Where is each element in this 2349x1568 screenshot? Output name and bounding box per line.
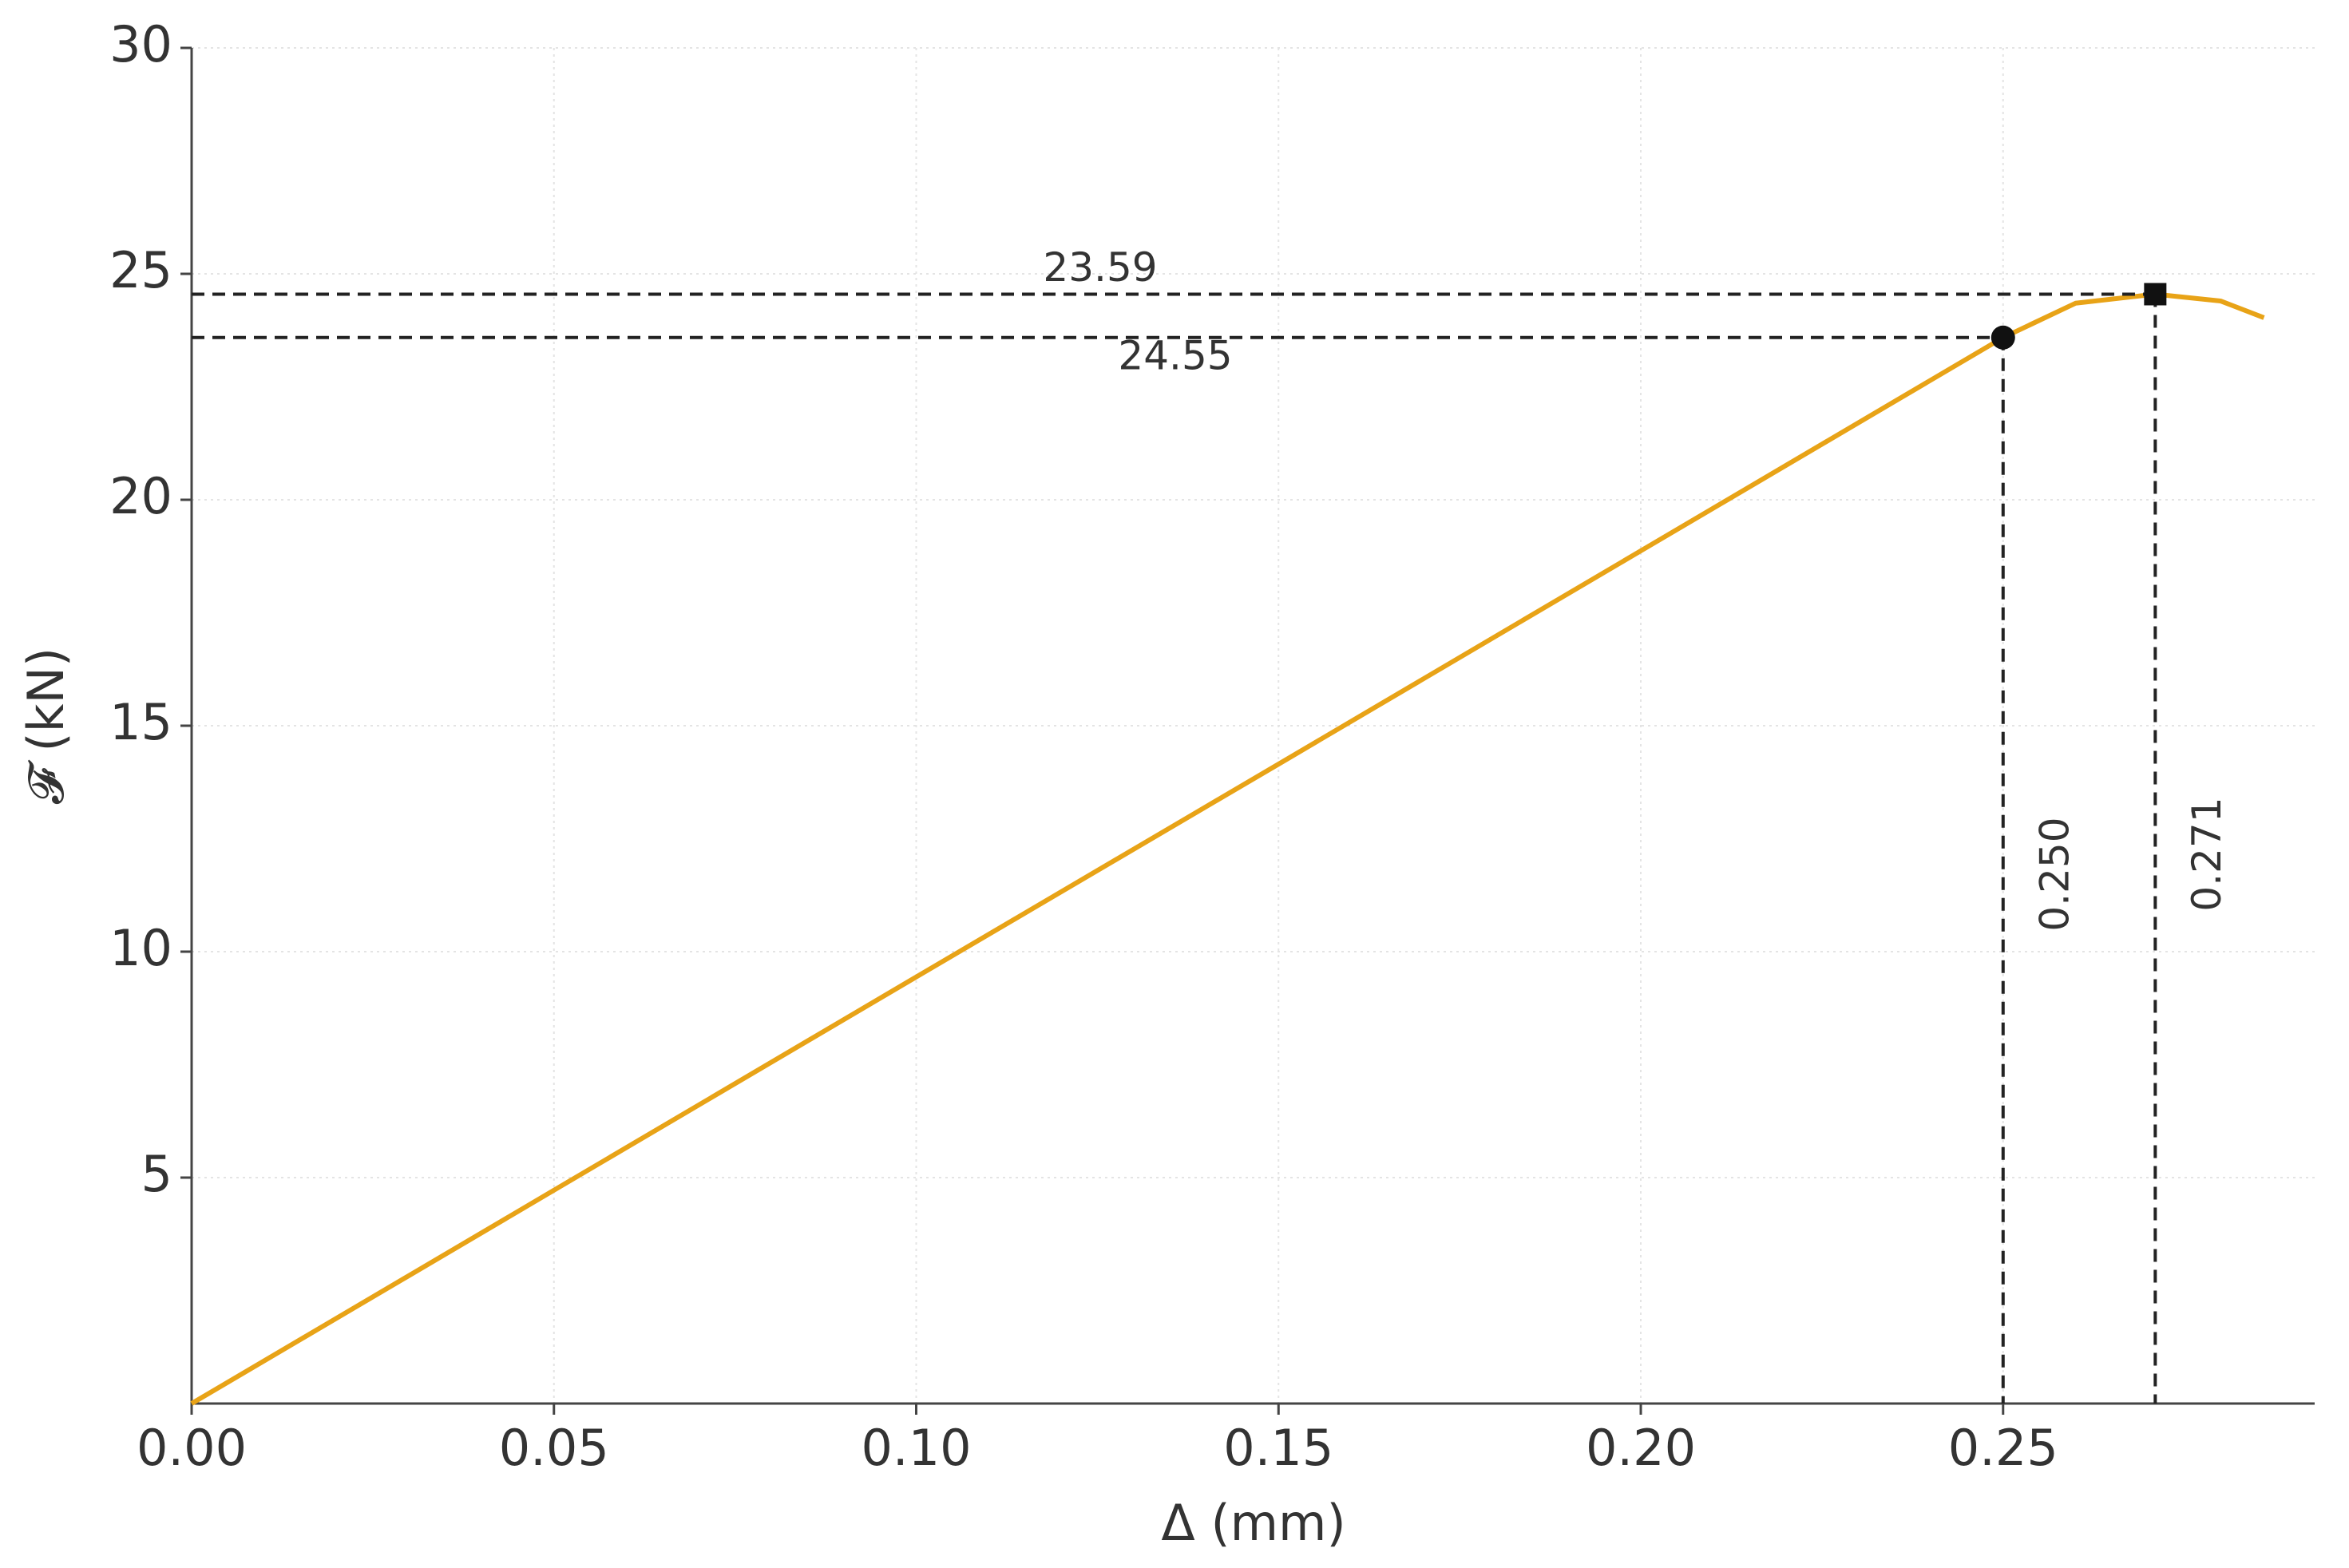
y-tick-label: 5 (141, 1145, 172, 1203)
x-tick-label: 0.25 (1948, 1419, 2058, 1477)
y-tick-label: 25 (109, 241, 172, 299)
value-label: 24.55 (1118, 332, 1232, 378)
value-label: 23.59 (1043, 244, 1157, 291)
y-tick-label: 15 (109, 693, 172, 751)
y-tick-label: 20 (109, 467, 172, 525)
x-tick-label: 0.10 (861, 1419, 971, 1477)
marker (2144, 283, 2167, 306)
x-tick-label: 0.00 (137, 1419, 247, 1477)
marker (1991, 325, 2015, 350)
x-axis-label: Δ (mm) (1161, 1494, 1345, 1552)
x-tick-label: 0.05 (499, 1419, 609, 1477)
value-label: 0.271 (2184, 797, 2230, 911)
x-tick-label: 0.15 (1223, 1419, 1333, 1477)
x-tick-label: 0.20 (1586, 1419, 1696, 1477)
value-label: 0.250 (2031, 817, 2078, 931)
y-tick-label: 10 (109, 919, 172, 977)
y-tick-label: 30 (109, 15, 172, 73)
y-axis-label: 𝓕 (kN) (17, 647, 75, 804)
curve (190, 291, 2265, 1406)
